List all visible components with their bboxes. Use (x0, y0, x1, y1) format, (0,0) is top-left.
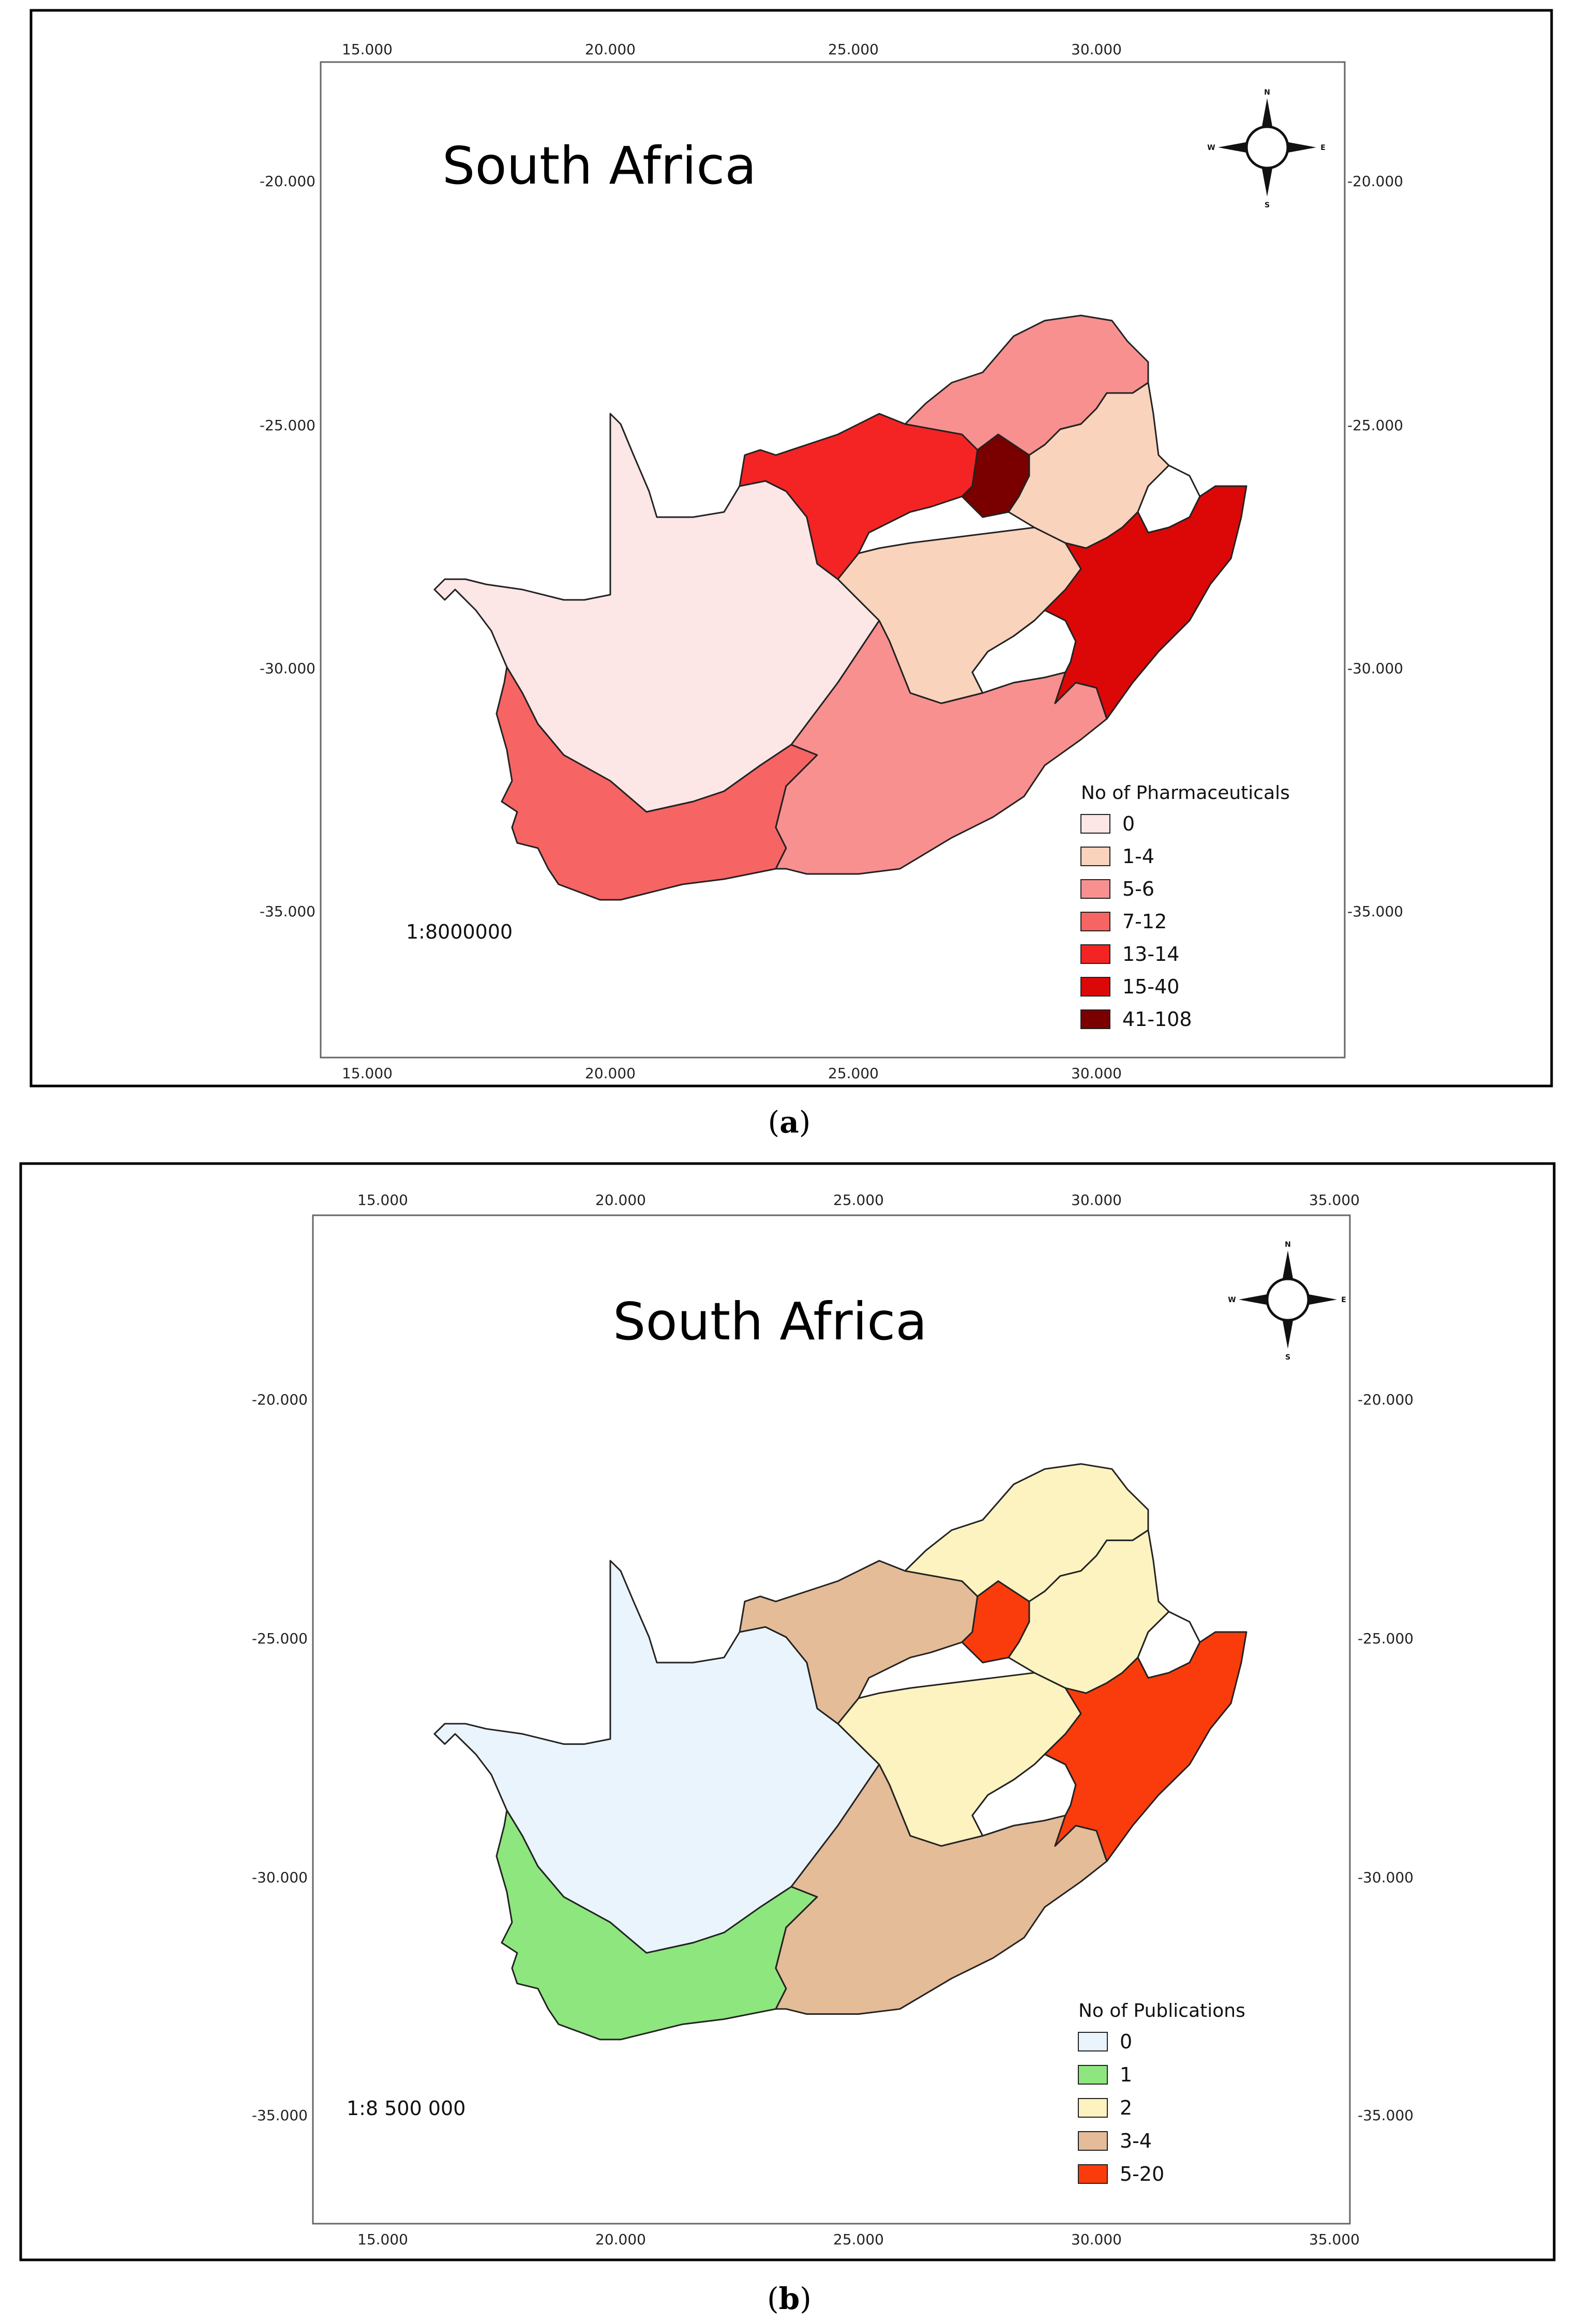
legend-swatch (1078, 2164, 1108, 2184)
caption-letter: a (779, 1105, 799, 1140)
legend-label: 1-4 (1122, 845, 1154, 868)
y-tick: -35.000 (252, 2107, 308, 2124)
legend-swatch (1078, 2065, 1108, 2085)
legend-swatch (1080, 879, 1110, 899)
x-tick: 20.000 (585, 41, 636, 58)
map-title: South Africa (613, 1291, 927, 1352)
panel-a-x-ticks-bottom: 15.000 20.000 25.000 30.000 (342, 1065, 1122, 1082)
panel-a-caption: (a) (768, 1105, 811, 1140)
x-tick: 30.000 (1071, 41, 1122, 58)
x-tick: 15.000 (342, 1065, 393, 1082)
legend-swatch (1078, 2032, 1108, 2051)
x-tick: 25.000 (828, 41, 879, 58)
panel-a-x-ticks-top: 15.000 20.000 25.000 30.000 (342, 41, 1122, 58)
y-tick: -25.000 (1347, 417, 1403, 434)
x-tick: 30.000 (1071, 1065, 1122, 1082)
y-tick: -35.000 (260, 903, 315, 920)
legend-swatch (1078, 2098, 1108, 2118)
panel-b-map (433, 1463, 1247, 2041)
y-tick: -35.000 (1358, 2107, 1413, 2124)
y-tick: -20.000 (1347, 173, 1403, 190)
x-tick: 35.000 (1309, 2231, 1360, 2248)
panel-a-map (433, 314, 1247, 901)
x-tick: 30.000 (1071, 1191, 1122, 1209)
x-tick: 25.000 (833, 2231, 884, 2248)
x-tick: 30.000 (1071, 2231, 1122, 2248)
panel-b: 15.000 20.000 25.000 30.000 35.000 15.00… (19, 1162, 1556, 2316)
scale-label: 1:8 500 000 (347, 2097, 465, 2120)
panel-a-y-ticks-left: -20.000 -25.000 -30.000 -35.000 (260, 173, 315, 920)
compass-e: E (1341, 1296, 1346, 1304)
x-tick: 20.000 (585, 1065, 636, 1082)
legend-label: 13-14 (1122, 943, 1179, 965)
y-tick: -25.000 (1358, 1630, 1413, 1647)
legend-swatch (1080, 1009, 1110, 1029)
y-tick: -30.000 (1347, 660, 1403, 677)
legend-swatch (1080, 814, 1110, 834)
panel-b-y-ticks-right: -20.000 -25.000 -30.000 -35.000 (1358, 1391, 1413, 2124)
y-tick: -25.000 (260, 417, 315, 434)
panel-b-x-ticks-bottom: 15.000 20.000 25.000 30.000 35.000 (357, 2231, 1360, 2248)
compass-icon: N S E W (1228, 1241, 1346, 1362)
map-title: South Africa (442, 135, 757, 196)
panel-b-caption: (b) (767, 2281, 811, 2316)
legend-label: 0 (1120, 2030, 1132, 2053)
province-kwazulu-natal (1044, 485, 1247, 720)
compass-n: N (1285, 1241, 1291, 1249)
panel-a-legend: No of Pharmaceuticals 0 1-4 5-6 7-12 13-14 15-… (1080, 782, 1290, 1031)
legend-title: No of Pharmaceuticals (1081, 782, 1290, 804)
legend-label: 7-12 (1122, 910, 1167, 933)
y-tick: -25.000 (252, 1630, 308, 1647)
x-tick: 25.000 (833, 1191, 884, 1209)
legend-swatch (1078, 2131, 1108, 2151)
legend-swatch (1080, 912, 1110, 931)
panel-a-y-ticks-right: -20.000 -25.000 -30.000 -35.000 (1347, 173, 1403, 920)
legend-label: 2 (1120, 2096, 1132, 2119)
panel-a: 15.000 20.000 25.000 30.000 15.000 20.00… (29, 9, 1553, 1140)
province-western-cape (495, 666, 818, 901)
panel-b-legend: No of Publications 0 1 2 3-4 5-20 (1078, 2000, 1245, 2185)
legend-label: 3-4 (1120, 2130, 1152, 2152)
y-tick: -30.000 (1358, 1869, 1413, 1886)
legend-swatch (1080, 977, 1110, 997)
caption-letter: b (779, 2281, 800, 2316)
legend-label: 0 (1122, 812, 1135, 835)
province-western-cape (495, 1809, 818, 2041)
legend-label: 5-20 (1120, 2163, 1164, 2185)
legend-title: No of Publications (1078, 2000, 1245, 2021)
compass-w: W (1228, 1296, 1236, 1304)
compass-e: E (1320, 144, 1326, 152)
province-kwazulu-natal (1044, 1631, 1247, 1862)
x-tick: 20.000 (595, 1191, 646, 1209)
legend-label: 5-6 (1122, 878, 1154, 900)
compass-n: N (1264, 88, 1270, 97)
legend-swatch (1080, 847, 1110, 866)
panel-b-x-ticks-top: 15.000 20.000 25.000 30.000 35.000 (357, 1191, 1360, 1209)
legend-label: 41-108 (1122, 1008, 1192, 1031)
x-tick: 15.000 (357, 2231, 408, 2248)
compass-s: S (1285, 1353, 1290, 1362)
legend-label: 15-40 (1122, 975, 1179, 998)
legend-label: 1 (1120, 2063, 1132, 2086)
x-tick: 25.000 (828, 1065, 879, 1082)
x-tick: 35.000 (1309, 1191, 1360, 1209)
compass-icon: N S E W (1207, 88, 1326, 209)
panel-b-y-ticks-left: -20.000 -25.000 -30.000 -35.000 (252, 1391, 308, 2124)
y-tick: -20.000 (260, 173, 315, 190)
y-tick: -30.000 (252, 1869, 308, 1886)
x-tick: 15.000 (357, 1191, 408, 1209)
x-tick: 20.000 (595, 2231, 646, 2248)
y-tick: -35.000 (1347, 903, 1403, 920)
y-tick: -20.000 (252, 1391, 308, 1408)
compass-s: S (1265, 201, 1270, 209)
y-tick: -30.000 (260, 660, 315, 677)
x-tick: 15.000 (342, 41, 393, 58)
compass-w: W (1207, 144, 1215, 152)
scale-label: 1:8000000 (406, 920, 513, 943)
y-tick: -20.000 (1358, 1391, 1413, 1408)
legend-swatch (1080, 944, 1110, 964)
